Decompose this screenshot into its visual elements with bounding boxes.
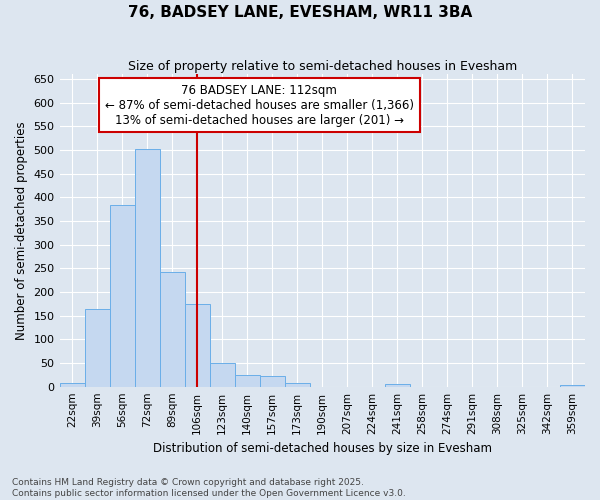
Text: 76 BADSEY LANE: 112sqm
← 87% of semi-detached houses are smaller (1,366)
13% of : 76 BADSEY LANE: 112sqm ← 87% of semi-det… <box>105 84 414 126</box>
Bar <box>110 206 134 386</box>
Title: Size of property relative to semi-detached houses in Evesham: Size of property relative to semi-detach… <box>128 60 517 73</box>
Bar <box>260 376 285 386</box>
Bar <box>134 148 160 386</box>
Bar <box>59 383 85 386</box>
Bar <box>285 383 310 386</box>
Bar <box>185 304 209 386</box>
Bar <box>85 310 110 386</box>
Bar <box>160 272 185 386</box>
Text: Contains HM Land Registry data © Crown copyright and database right 2025.
Contai: Contains HM Land Registry data © Crown c… <box>12 478 406 498</box>
Text: 76, BADSEY LANE, EVESHAM, WR11 3BA: 76, BADSEY LANE, EVESHAM, WR11 3BA <box>128 5 472 20</box>
Bar <box>209 363 235 386</box>
Bar <box>235 376 260 386</box>
Bar <box>385 384 410 386</box>
Y-axis label: Number of semi-detached properties: Number of semi-detached properties <box>15 121 28 340</box>
X-axis label: Distribution of semi-detached houses by size in Evesham: Distribution of semi-detached houses by … <box>153 442 492 455</box>
